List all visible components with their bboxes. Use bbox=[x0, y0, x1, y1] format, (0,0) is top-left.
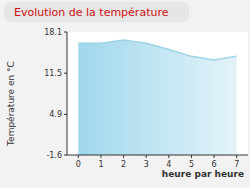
x-tick bbox=[78, 155, 79, 158]
line bbox=[78, 40, 236, 60]
background bbox=[0, 0, 250, 188]
x-tick-label: 6 bbox=[212, 160, 217, 169]
x-tick-label: 4 bbox=[166, 160, 171, 169]
x-tick-label: 0 bbox=[76, 160, 81, 169]
y-tick bbox=[64, 114, 67, 115]
x-tick-label: 2 bbox=[121, 160, 126, 169]
data-group bbox=[78, 40, 236, 155]
y-tick bbox=[64, 32, 67, 33]
x-tick bbox=[168, 155, 169, 158]
title: Evolution de la température bbox=[14, 6, 169, 19]
x-tick-label: 5 bbox=[189, 160, 194, 169]
x-axis-label: heure par heure bbox=[162, 169, 244, 179]
x-tick bbox=[191, 155, 192, 158]
x-axis bbox=[67, 155, 248, 156]
y-tick-label: -1.6 bbox=[46, 151, 62, 160]
x-tick bbox=[214, 155, 215, 158]
y-tick-label: 18.1 bbox=[44, 28, 62, 37]
x-tick bbox=[123, 155, 124, 158]
plot-area bbox=[67, 32, 248, 155]
y-tick-label: 4.9 bbox=[49, 110, 62, 119]
x-tick bbox=[236, 155, 237, 158]
y-tick bbox=[64, 155, 67, 156]
x-tick-label: 3 bbox=[144, 160, 149, 169]
y-axis bbox=[67, 32, 68, 155]
y-tick-label: 11.5 bbox=[44, 69, 62, 78]
y-axis-label: Température en °C bbox=[6, 61, 16, 147]
x-tick bbox=[100, 155, 101, 158]
chart: Evolution de la température -1.6 4.9 11.5 18… bbox=[0, 0, 250, 188]
area bbox=[78, 40, 236, 155]
x-tick-label: 7 bbox=[234, 160, 239, 169]
title-box bbox=[4, 2, 189, 22]
x-tick-label: 1 bbox=[98, 160, 103, 169]
y-tick bbox=[64, 73, 67, 74]
x-tick bbox=[146, 155, 147, 158]
